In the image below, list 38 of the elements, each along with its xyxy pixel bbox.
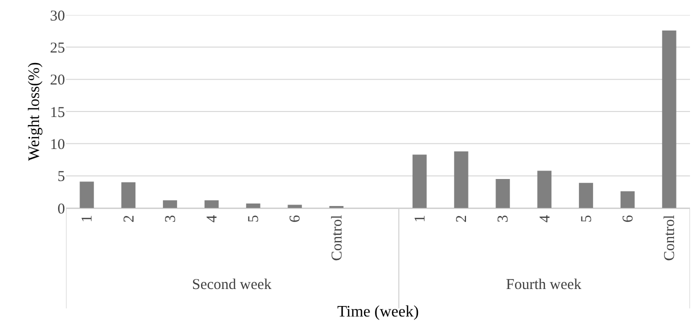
bar — [121, 182, 136, 208]
text: Second week — [192, 277, 272, 293]
bar — [662, 30, 676, 208]
x-tick-label: 3 — [496, 215, 512, 222]
y-tick-label: 30 — [50, 8, 65, 24]
bar — [496, 179, 510, 208]
y-tick-label: 20 — [50, 72, 65, 89]
bar — [620, 191, 635, 208]
bar — [412, 154, 427, 208]
bar — [80, 182, 94, 208]
x-tick-label: 6 — [620, 214, 636, 222]
bar — [537, 170, 552, 208]
x-tick-label: Control — [329, 215, 346, 261]
x-tick-label: 5 — [578, 215, 595, 222]
y-tick-label: 10 — [50, 136, 65, 153]
bar — [246, 204, 260, 208]
bar — [578, 182, 594, 208]
bar — [204, 200, 219, 208]
y-tick-label: 25 — [50, 40, 65, 56]
x-tick-label: 6 — [288, 214, 304, 222]
text: Fourth week — [506, 277, 582, 293]
y-tick-label: 5 — [58, 169, 65, 186]
bar — [454, 151, 468, 208]
bar — [162, 200, 178, 208]
x-tick-label: 4 — [204, 214, 220, 222]
x-axis-title: Time (week) — [337, 304, 419, 321]
x-tick-label: 2 — [121, 215, 138, 222]
bar — [288, 204, 302, 208]
x-tick-label: 2 — [454, 215, 470, 222]
y-tick-label: 0 — [58, 201, 65, 218]
x-tick-label: 5 — [246, 215, 262, 222]
x-tick-label: 1 — [412, 215, 428, 222]
y-axis-title: Weight loss(%) — [26, 62, 43, 161]
x-tick-label: 1 — [80, 215, 96, 222]
x-tick-label: Control — [662, 215, 678, 261]
x-tick-label: 3 — [162, 215, 179, 222]
x-tick-label: 4 — [537, 214, 554, 222]
y-tick-label: 15 — [50, 104, 65, 121]
